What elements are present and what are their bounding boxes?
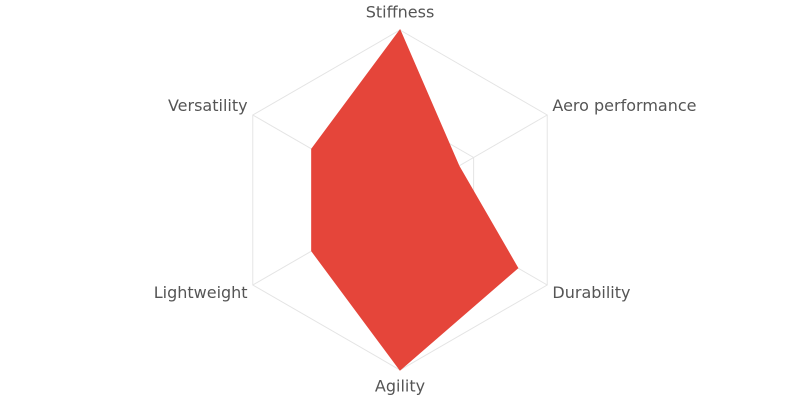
- axis-label: Agility: [375, 377, 425, 396]
- axis-label: Stiffness: [366, 3, 435, 22]
- axis-label: Durability: [552, 283, 630, 302]
- axis-label: Versatility: [168, 96, 248, 115]
- radar-area: [311, 29, 519, 371]
- axis-label: Aero performance: [552, 96, 696, 115]
- axis-label: Lightweight: [154, 283, 248, 302]
